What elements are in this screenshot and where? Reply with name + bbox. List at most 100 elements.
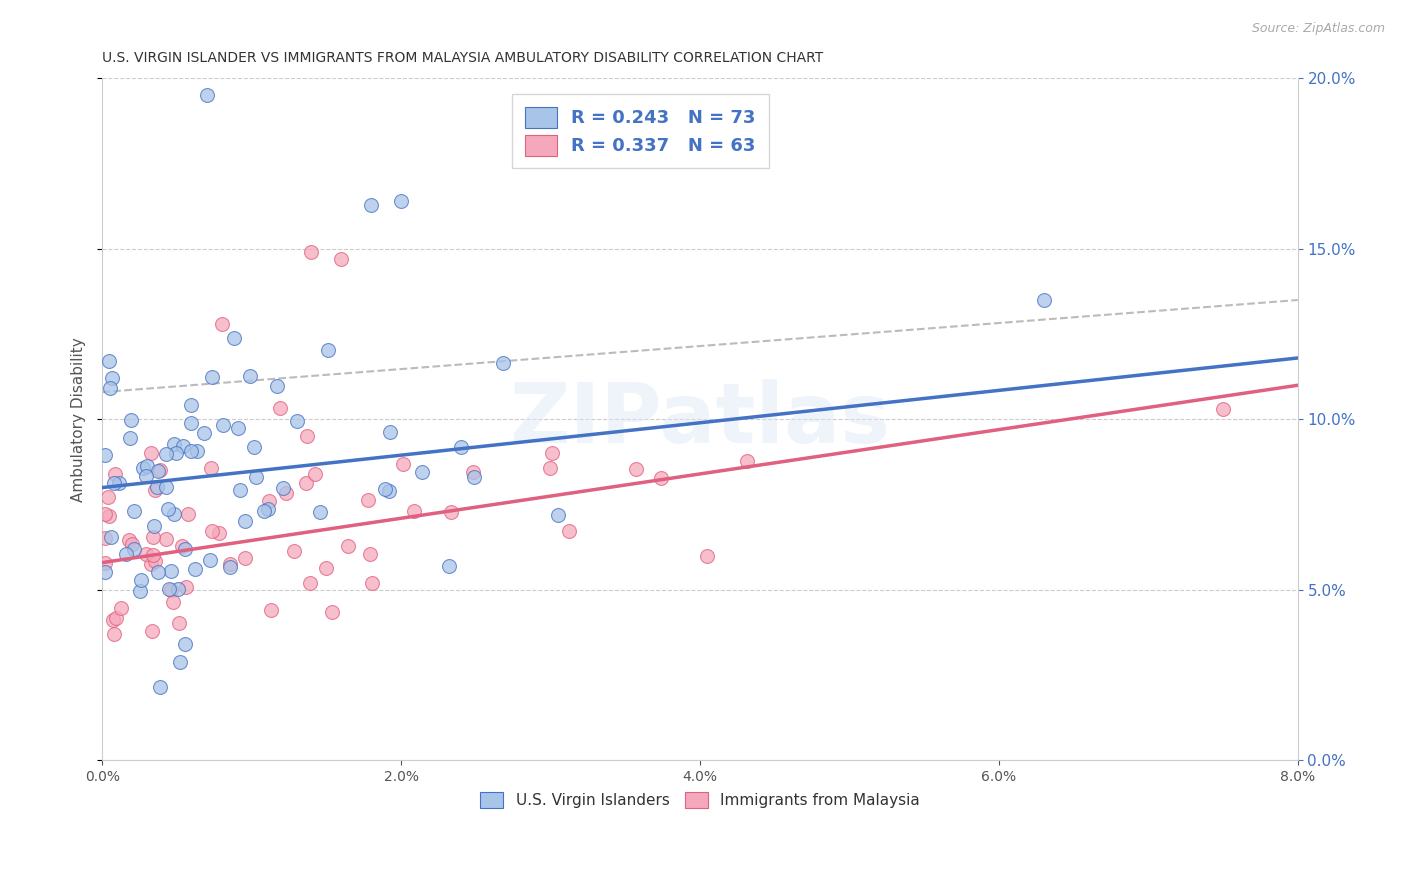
Point (650, 470, 672, 484)
Point (269, 401, 291, 416)
Point (174, 541, 197, 556)
Point (276, 486, 298, 500)
Point (120, 413, 142, 427)
Point (211, 417, 233, 432)
Point (135, 547, 157, 561)
Point (145, 480, 167, 494)
Point (101, 613, 124, 627)
Point (104, 467, 127, 481)
Point (121, 537, 143, 551)
Point (180, 416, 202, 430)
Point (316, 343, 339, 357)
Point (359, 548, 381, 562)
Point (122, 542, 145, 557)
Point (391, 457, 413, 471)
Point (174, 580, 197, 594)
Point (295, 475, 318, 490)
Point (142, 548, 165, 562)
Point (141, 624, 163, 639)
Point (243, 440, 266, 454)
Point (463, 470, 485, 484)
Point (160, 582, 183, 597)
Point (257, 502, 280, 516)
Y-axis label: Ambulatory Disability: Ambulatory Disability (72, 337, 86, 501)
Point (295, 429, 318, 443)
Point (437, 558, 460, 573)
Point (98, 381, 121, 395)
Point (142, 530, 165, 544)
Point (94, 565, 117, 579)
Text: Source: ZipAtlas.com: Source: ZipAtlas.com (1251, 22, 1385, 36)
Point (149, 463, 172, 477)
Point (156, 501, 179, 516)
Point (143, 518, 166, 533)
Point (172, 439, 194, 453)
Point (378, 483, 401, 498)
Point (547, 508, 569, 523)
Point (115, 547, 138, 561)
Point (155, 532, 177, 546)
Point (170, 539, 193, 553)
Point (389, 194, 412, 208)
Point (304, 467, 326, 481)
Point (143, 554, 166, 568)
Point (169, 655, 191, 669)
Point (162, 595, 184, 609)
Point (321, 605, 343, 619)
Point (538, 461, 561, 475)
Text: U.S. VIRGIN ISLANDER VS IMMIGRANTS FROM MALAYSIA AMBULATORY DISABILITY CORRELATI: U.S. VIRGIN ISLANDER VS IMMIGRANTS FROM … (103, 51, 824, 65)
Point (160, 564, 183, 578)
Point (285, 414, 308, 428)
Point (129, 573, 152, 587)
Point (315, 561, 337, 575)
Point (208, 526, 231, 541)
Point (193, 425, 215, 440)
Point (103, 627, 125, 641)
Point (103, 476, 125, 491)
Point (541, 446, 564, 460)
Point (166, 582, 188, 596)
Point (97, 354, 120, 368)
Point (122, 504, 145, 518)
Point (200, 461, 222, 475)
Point (94, 556, 117, 570)
Point (411, 465, 433, 479)
Point (163, 507, 186, 521)
Point (97, 509, 120, 524)
Point (298, 576, 321, 591)
Point (183, 562, 205, 576)
Point (253, 504, 276, 518)
Point (219, 560, 242, 574)
Point (146, 464, 169, 478)
Text: ZIPatlas: ZIPatlas (509, 379, 890, 460)
Point (143, 483, 166, 497)
Legend: U.S. Virgin Islanders, Immigrants from Malaysia: U.S. Virgin Islanders, Immigrants from M… (474, 786, 925, 814)
Point (440, 505, 463, 519)
Point (155, 480, 177, 494)
Point (180, 443, 202, 458)
Point (337, 540, 360, 554)
Point (450, 440, 472, 454)
Point (139, 557, 162, 571)
Point (177, 507, 200, 521)
Point (195, 88, 218, 103)
Point (308, 505, 330, 519)
Point (97, 491, 120, 505)
Point (157, 582, 180, 596)
Point (146, 565, 169, 579)
Point (201, 370, 224, 384)
Point (148, 680, 170, 694)
Point (402, 504, 425, 518)
Point (1032, 293, 1054, 307)
Point (266, 379, 288, 393)
Point (245, 470, 267, 484)
Point (128, 583, 150, 598)
Point (155, 447, 177, 461)
Point (378, 425, 401, 439)
Point (737, 454, 759, 468)
Point (239, 369, 262, 384)
Point (163, 437, 186, 451)
Point (198, 552, 221, 566)
Point (558, 524, 581, 538)
Point (211, 317, 233, 331)
